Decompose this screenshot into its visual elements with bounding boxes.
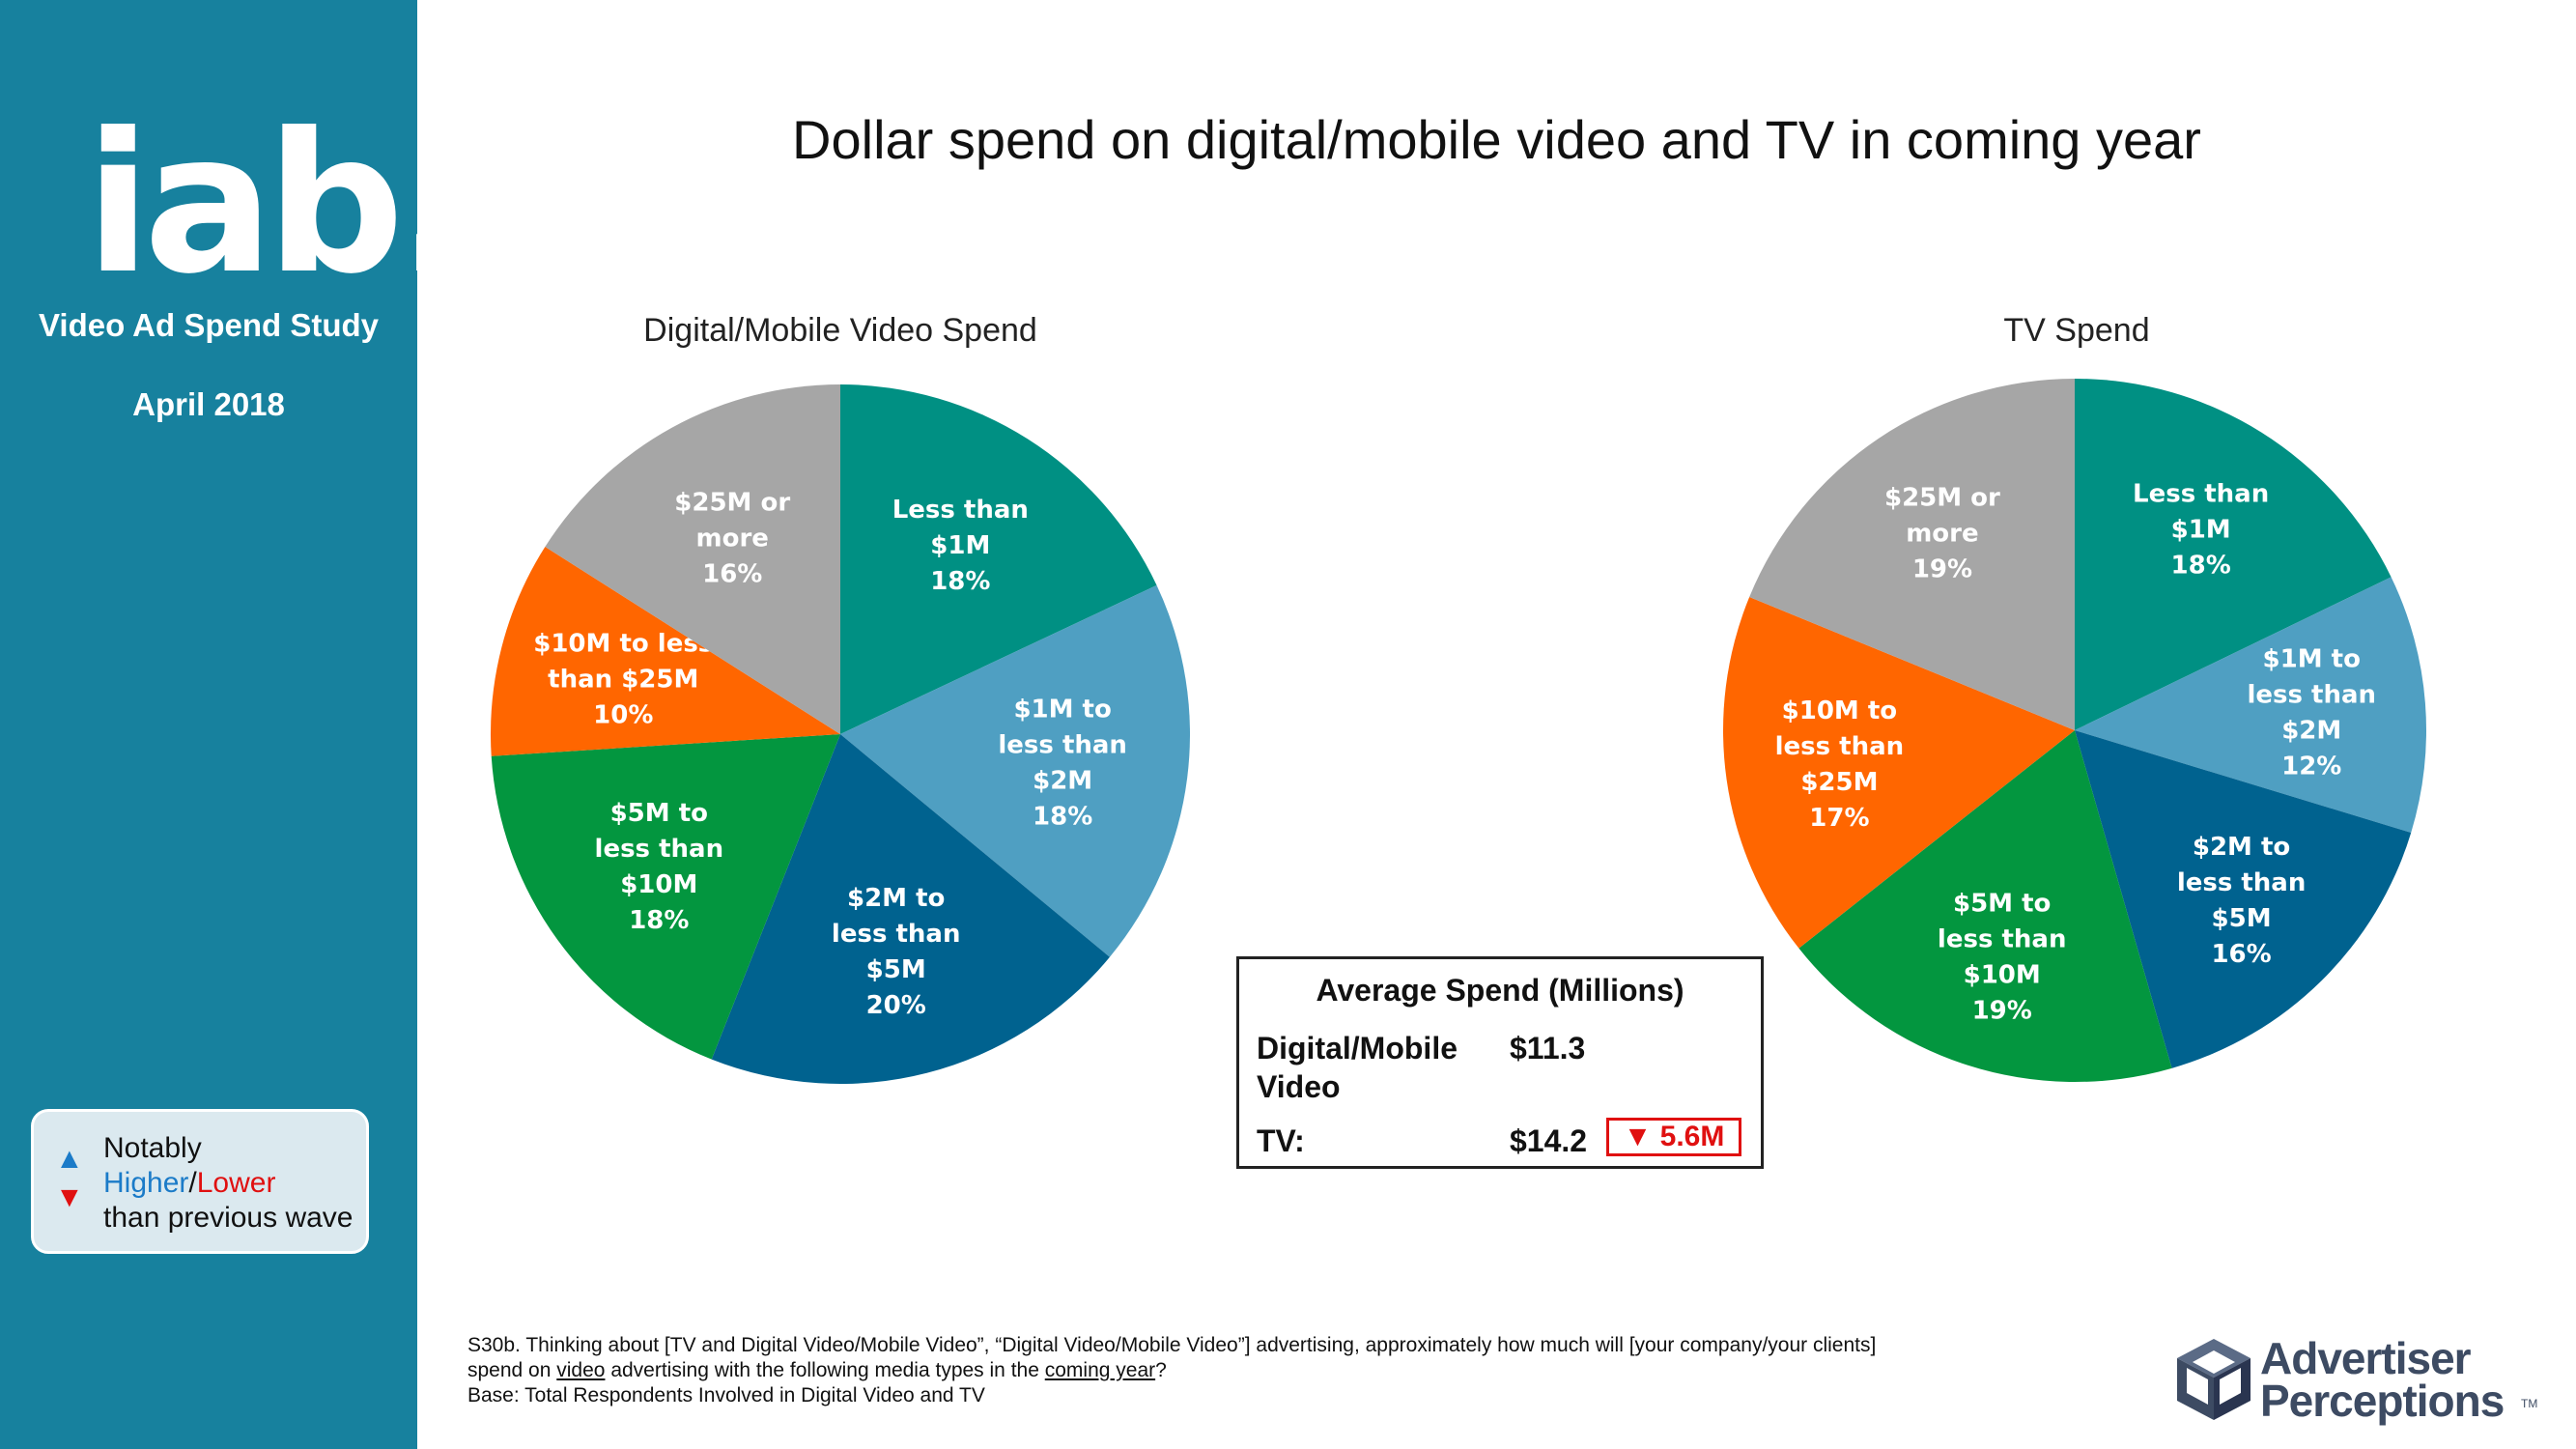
footnote-base: Base: Total Respondents Involved in Digi… [467,1384,985,1406]
pie-slice [491,547,840,756]
study-date: April 2018 [132,386,285,422]
trademark: TM [2521,1397,2538,1410]
pie-slice-label: $5M to less than $10M 18% [595,799,724,935]
pie-slice-label: $10M to less than $25M 10% [533,629,713,729]
digital-average-value: $11.3 [1510,1031,1586,1065]
footnote-text: ? [1155,1359,1167,1381]
digital-average-label: Digital/Mobile Video [1257,1031,1458,1104]
pie-slice-label: $25M or more 19% [1884,484,2000,584]
footnote-question-line-1: S30b. Thinking about [TV and Digital Vid… [467,1334,1877,1356]
tv-average-label: TV: [1257,1123,1305,1158]
brand-name: Advertiser Perceptions [2260,1333,2505,1426]
digital-pie-chart: Less than $1M 18% $1M to less than $2M 18% $2M … [491,384,1190,1084]
page-title: Dollar spend on digital/mobile video and… [792,109,2201,170]
pie-slice [2075,730,2412,1068]
footnote: S30b. Thinking about [TV and Digital Vid… [467,1333,2071,1408]
triangle-down-icon: ▼ [55,1181,84,1213]
pie-slice-label: $2M to less than $5M 16% [2177,833,2307,969]
advertiser-perceptions-logo: Advertiser Perceptions TM [2171,1333,2538,1430]
pie-slice [545,384,840,734]
pie-slice [2075,379,2392,730]
triangle-up-icon: ▲ [55,1143,84,1175]
footnote-video: video [556,1359,606,1381]
tv-pie-chart: Less than $1M 18% $1M to less than $2M 12% $2M … [1723,379,2426,1082]
pie-slice-label: $1M to less than $2M 18% [998,696,1127,832]
footnote-coming-year: coming year [1044,1359,1156,1381]
cube-icon [2177,1339,2250,1420]
pie-slice [491,734,840,1060]
average-spend-title: Average Spend (Millions) [1316,973,1684,1008]
pie-slice-label: Less than $1M 18% [2133,480,2269,581]
digital-pie-title: Digital/Mobile Video Spend [643,312,1037,349]
pie-slice-label: $10M to less than $25M 17% [1775,696,1905,833]
pie-slice-label: $2M to less than $5M 20% [832,884,961,1020]
average-spend-table: Average Spend (Millions) Digital/Mobile … [1236,956,1764,1169]
pie-slice-label: $25M or more 16% [674,489,790,589]
pie-slice-label: Less than $1M 18% [892,496,1029,596]
footnote-text: advertising with the following media typ… [610,1359,1039,1381]
pie-slice [711,734,1110,1084]
legend-line-2: Higher/Lower [103,1166,354,1201]
legend-higher: Higher [103,1167,189,1199]
legend-line-3: than previous wave [103,1202,354,1234]
legend-line-1: Notably [103,1132,202,1164]
pie-slice [1723,597,2075,949]
sidebar: iab. Video Ad Spend Study April 2018 ▲ ▼… [0,0,470,1449]
brand-name-line-2: Perceptions [2260,1376,2505,1426]
legend-lower: Lower [196,1167,276,1199]
change-legend: ▲ ▼ Notably Higher/Lower than previous w… [31,1109,369,1254]
pie-slice [1749,379,2075,730]
pie-slice [2075,577,2426,834]
pie-slice [840,384,1157,734]
pie-slice [840,584,1190,957]
brand-name-line-1: Advertiser [2260,1333,2472,1383]
tv-average-value: $14.2 [1510,1123,1588,1158]
pie-slice-label: $5M to less than $10M 19% [1938,890,2067,1026]
iab-logo: iab. [85,92,470,317]
tv-change-badge: ▼ 5.6M [1606,1118,1741,1156]
footnote-question-line-2: spend on video advertising with the foll… [467,1358,2071,1383]
legend-text: Notably Higher/Lower than previous wave [103,1131,354,1236]
pie-slice-label: $1M to less than $2M 12% [2247,644,2376,781]
study-title: Video Ad Spend Study [38,307,380,343]
tv-pie-title: TV Spend [2003,312,2150,349]
legend-slash: / [188,1167,197,1199]
pie-slice [1798,730,2172,1082]
footnote-text: spend on [467,1359,552,1381]
